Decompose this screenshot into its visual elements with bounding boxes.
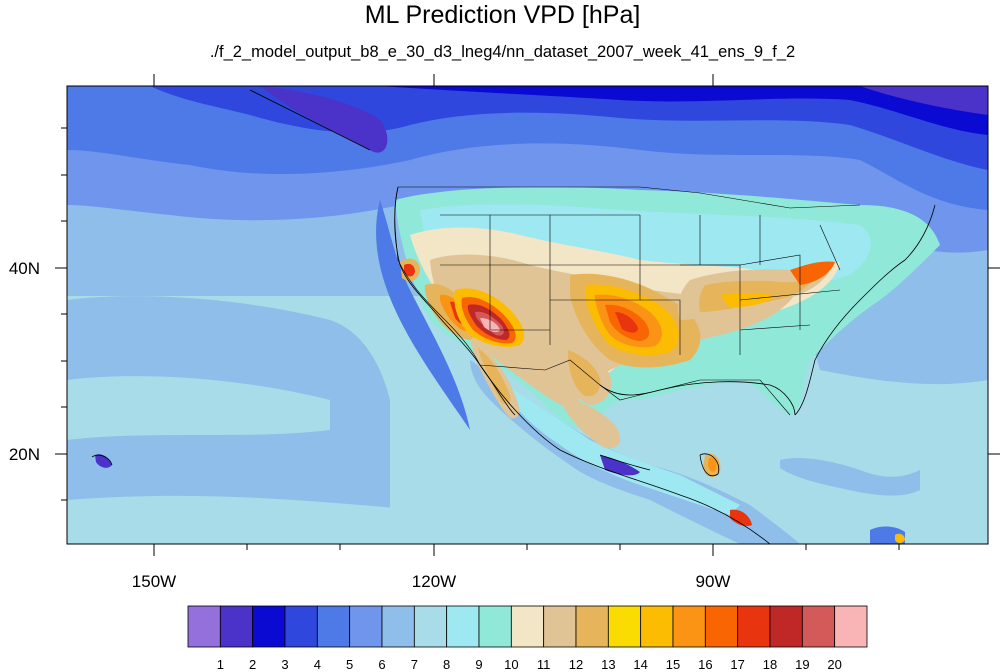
colorbar-swatch xyxy=(510,605,545,648)
colorbar-label: 20 xyxy=(827,657,841,672)
y-tick-label-40n: 40N xyxy=(9,259,40,278)
coastlines xyxy=(91,89,936,544)
map-subtitle: ./f_2_model_output_b8_e_30_d3_lneg4/nn_d… xyxy=(209,43,796,61)
colorbar-swatch xyxy=(801,605,836,648)
map-title: ML Prediction VPD [hPa] xyxy=(364,1,641,29)
x-tick-label-90w: 90W xyxy=(696,572,731,591)
colorbar-swatch xyxy=(704,605,739,648)
colorbar-label: 13 xyxy=(601,657,615,672)
colorbar-label: 5 xyxy=(346,657,353,672)
colorbar-swatch xyxy=(640,605,674,648)
colorbar-swatch xyxy=(349,605,383,648)
colorbar-label: 18 xyxy=(763,657,777,672)
axis-ticks xyxy=(55,74,1000,556)
colorbar-swatch xyxy=(575,605,609,648)
colorbar-swatch xyxy=(316,605,351,648)
colorbar-swatch xyxy=(607,605,642,648)
colorbar-swatch xyxy=(252,605,286,648)
colorbar-swatch xyxy=(478,605,512,648)
x-tick-label-120w: 120W xyxy=(412,572,456,591)
colorbar-swatch xyxy=(381,605,415,648)
vpd-field xyxy=(67,86,988,544)
colorbar-swatch xyxy=(769,605,803,648)
colorbar-label: 9 xyxy=(475,657,482,672)
colorbar: 1 2 3 4 5 6 7 8 9 10 11 12 13 14 15 16 17 18 19 20 xyxy=(187,605,868,672)
colorbar-label: 8 xyxy=(443,657,450,672)
colorbar-label: 7 xyxy=(411,657,418,672)
colorbar-swatch xyxy=(413,605,448,648)
colorbar-swatch xyxy=(219,605,254,648)
colorbar-swatch xyxy=(284,605,318,648)
colorbar-swatch xyxy=(187,605,221,648)
colorbar-label: 1 xyxy=(217,657,224,672)
colorbar-label: 15 xyxy=(666,657,680,672)
colorbar-label: 19 xyxy=(795,657,809,672)
colorbar-swatch xyxy=(446,605,480,648)
colorbar-swatch xyxy=(737,605,771,648)
colorbar-label: 14 xyxy=(633,657,647,672)
colorbar-label: 12 xyxy=(569,657,583,672)
x-tick-label-150w: 150W xyxy=(132,572,176,591)
colorbar-label: 6 xyxy=(378,657,385,672)
colorbar-label: 2 xyxy=(249,657,256,672)
colorbar-label: 16 xyxy=(698,657,712,672)
colorbar-label: 11 xyxy=(537,657,551,672)
colorbar-swatch xyxy=(834,605,868,648)
colorbar-label: 10 xyxy=(504,657,518,672)
colorbar-swatch xyxy=(672,605,706,648)
colorbar-label: 17 xyxy=(730,657,744,672)
colorbar-label: 4 xyxy=(314,657,321,672)
colorbar-swatch xyxy=(543,605,577,648)
colorbar-label: 3 xyxy=(281,657,288,672)
y-tick-label-20n: 20N xyxy=(9,445,40,464)
